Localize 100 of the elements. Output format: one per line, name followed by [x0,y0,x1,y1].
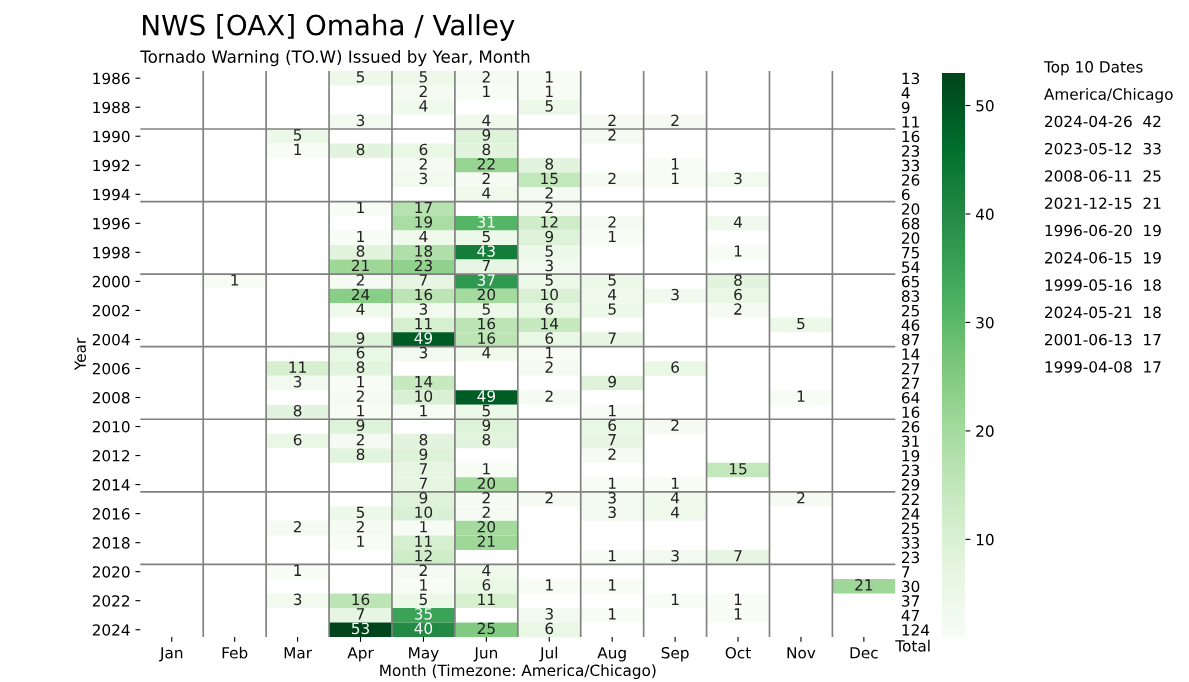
data-label: 1 [671,477,679,489]
data-label: 8 [356,448,365,460]
y2-tick-label: 24 [901,508,920,520]
data-label: 6 [419,143,428,156]
data-label: 1 [546,71,553,83]
data-label: 4 [482,187,491,199]
x-tick-label: Nov [787,647,816,659]
data-label: 5 [608,303,616,315]
data-label: 2 [293,521,301,533]
data-label: 9 [419,448,428,460]
data-label: 9 [482,129,491,141]
data-label: 11 [415,318,432,330]
y2-tick-label: 54 [902,261,920,273]
x-tick-label: Aug [597,647,626,662]
data-label: 31 [477,216,495,228]
y2-tick-label: 26 [901,421,920,433]
data-label: 1 [420,521,427,533]
color-bar-label: 10 [976,533,994,546]
y2-tick-label: 29 [901,479,920,491]
data-label: 1 [357,376,364,388]
data-label: 23 [414,259,432,272]
y-tick-label: 1986 [93,72,130,85]
data-label: 1 [734,245,742,257]
data-label: 6 [545,332,554,344]
data-label: 10 [415,506,433,519]
y-tick-label: 2016 [92,508,130,520]
data-label: 1 [294,564,302,576]
data-label: 4 [733,216,743,228]
data-label: 2 [419,85,427,97]
data-label: 2 [545,201,553,214]
y-tick-label: 2020 [92,566,130,578]
data-label: 6 [545,303,554,315]
text: 2024-05-21 18 [1045,306,1161,319]
y2-tick-label: 16 [902,130,920,143]
data-label: 2 [608,172,616,184]
y2-tick-label: 87 [901,333,920,346]
data-label: 5 [482,405,490,417]
data-label: 43 [477,245,495,257]
data-label: 8 [482,433,491,446]
data-label: 7 [419,274,427,286]
y-tick-label: 1992 [93,159,130,172]
x-tick-label: Oct [725,646,751,659]
y-tick-label: 2002 [92,304,130,317]
y2-tick-label: 20 [901,232,920,244]
y-tick-label: 1990 [93,130,130,143]
data-label: 12 [415,550,432,562]
data-label: 7 [608,434,616,446]
y-tick-label: 2022 [92,595,130,607]
data-label: 22 [477,158,495,170]
data-label: 25 [477,622,495,635]
data-label: 4 [419,100,428,112]
data-label: 3 [671,550,679,562]
data-label: 8 [356,245,365,257]
y-tick-label: 2010 [92,421,130,433]
y2-tick-label: 22 [901,493,919,505]
data-label: 10 [541,288,558,301]
data-label: 3 [419,346,428,359]
data-label: 9 [419,491,428,504]
data-label: 6 [482,579,491,591]
data-label: 9 [356,332,365,344]
data-label: 9 [608,375,616,388]
chart-title: NWS [OAX] Omaha / Valley [143,14,515,41]
data-label: 2 [545,361,553,373]
text: 2008-06-11 25 [1045,170,1161,182]
data-label: 1 [797,390,805,402]
color-bar-label: 50 [976,99,994,112]
data-label: 5 [356,71,365,83]
y2-tick-label: 26 [901,174,920,186]
y2-tick-label: 31 [902,435,919,448]
y-tick-label: 2014 [92,479,130,491]
y2-tick-label: 16 [902,406,920,419]
data-label: 14 [415,376,433,388]
data-label: 1 [357,201,364,214]
x-tick-label: May [409,647,439,662]
data-label: 35 [414,608,432,620]
data-label: 8 [545,158,554,170]
data-label: 7 [419,477,427,489]
data-label: 4 [482,564,491,576]
data-label: 8 [293,404,302,417]
data-label: 18 [415,245,433,257]
x-tick-label: Jun [473,647,497,662]
y2-tick-label: 47 [901,609,920,622]
chart-subtitle: Tornado Warning (TO.W) Issued by Year, Month [140,50,530,67]
data-label: 5 [482,230,490,243]
y2-tick-label: 11 [902,116,919,128]
data-label: 15 [729,463,747,475]
data-label: 49 [477,390,495,402]
data-label: 5 [293,129,302,141]
data-label: 6 [608,419,617,431]
data-label: 2 [608,129,616,141]
data-label: 11 [415,535,432,547]
y-tick-label: 1996 [93,217,130,230]
y2-tick-label: 27 [901,377,920,389]
data-label: 2 [797,491,805,504]
data-label: 2 [482,71,490,83]
data-label: 5 [545,100,553,112]
text: 2001-06-13 17 [1045,333,1161,346]
data-label: 2 [356,274,364,286]
text: 1996-06-20 19 [1045,224,1161,237]
data-label: 3 [293,375,302,388]
